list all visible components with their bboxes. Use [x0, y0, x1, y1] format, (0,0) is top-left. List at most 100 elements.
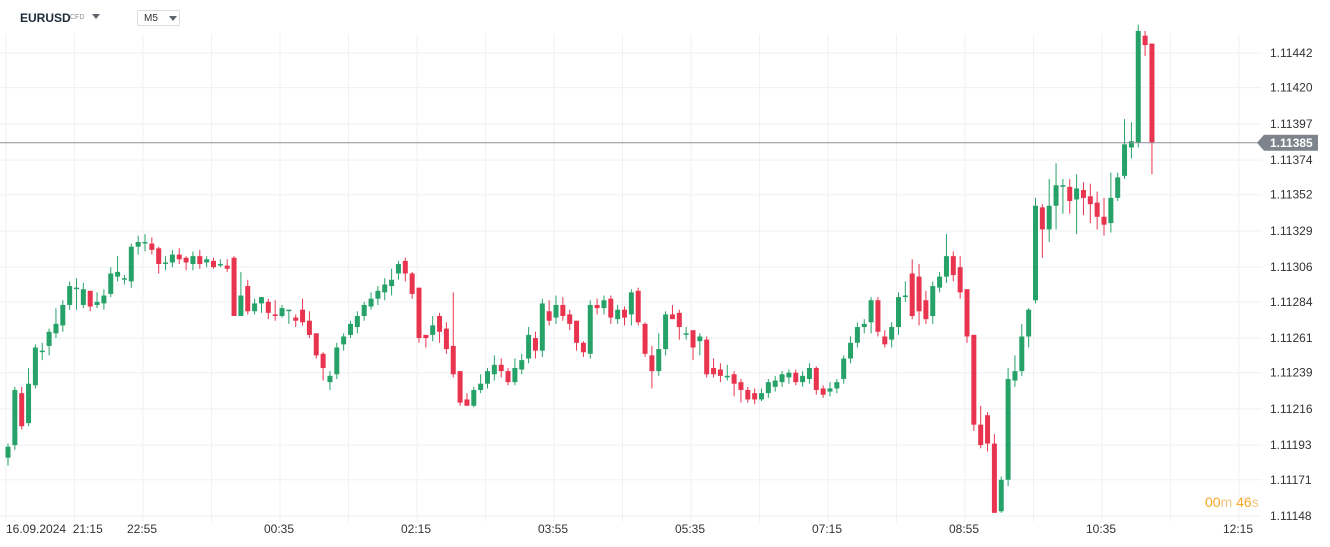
candle: [649, 345, 655, 389]
candle: [238, 271, 244, 316]
candle-body: [580, 342, 586, 353]
candle: [971, 334, 977, 431]
x-tick-label: 05:35: [675, 522, 705, 536]
chart-toolbar: EURUSD CFD M5: [0, 0, 1330, 34]
symbol-selector[interactable]: EURUSD: [20, 11, 71, 25]
candle: [779, 371, 785, 387]
candle: [142, 234, 148, 252]
candle-body: [306, 320, 312, 335]
candle-body: [567, 314, 573, 324]
candle-body: [156, 248, 162, 265]
candle-body: [293, 317, 299, 321]
candle-body: [848, 342, 854, 359]
candle-body: [635, 290, 641, 323]
candle-body: [245, 286, 251, 312]
candle: [635, 287, 641, 326]
candle-body: [1053, 185, 1059, 206]
candle: [252, 298, 258, 315]
candle-body: [46, 331, 52, 346]
candle-body: [560, 304, 566, 316]
candle: [765, 378, 771, 398]
x-tick-label: 08:55: [949, 522, 979, 536]
candle-body: [26, 383, 32, 424]
candle-body: [320, 353, 326, 368]
candle: [19, 386, 25, 430]
candle: [896, 292, 901, 335]
candle: [1033, 197, 1038, 304]
candle-body: [669, 314, 675, 320]
candle-body: [902, 295, 908, 298]
y-tick-label: 1.11171: [1270, 473, 1312, 487]
candle-body: [759, 393, 764, 400]
candle-body: [683, 333, 689, 335]
candle: [135, 235, 141, 255]
candle-body: [793, 372, 799, 383]
candle-body: [87, 290, 93, 307]
candle: [101, 289, 107, 310]
candle: [937, 271, 943, 293]
candle: [402, 257, 408, 282]
candle-body: [889, 327, 895, 340]
candle: [231, 256, 237, 316]
candle: [861, 319, 867, 334]
candle: [930, 281, 936, 324]
candle-body: [971, 334, 977, 425]
candle: [669, 304, 675, 320]
candle: [854, 322, 860, 348]
candle-body: [108, 273, 114, 294]
candle-body: [820, 388, 826, 395]
candle-body: [142, 241, 148, 244]
candle-body: [622, 309, 627, 318]
candle: [759, 388, 764, 402]
candle-body: [519, 360, 525, 370]
candle-body: [1046, 205, 1052, 230]
y-tick-label: 1.11239: [1270, 366, 1313, 380]
candle: [724, 364, 730, 381]
candle: [800, 371, 806, 387]
candle-body: [923, 300, 929, 320]
candle: [306, 311, 312, 339]
candle-body: [402, 260, 408, 274]
candle: [628, 289, 634, 326]
y-tick-label: 1.11148: [1270, 509, 1312, 523]
candle: [1108, 172, 1114, 233]
candle-body: [806, 367, 812, 379]
y-tick-label: 1.11374: [1270, 153, 1313, 167]
candle-body: [532, 338, 538, 351]
candle: [26, 367, 32, 427]
candle: [560, 297, 566, 321]
candle-body: [704, 339, 710, 375]
symbol-dropdown-caret-icon[interactable]: [92, 14, 100, 19]
candle: [272, 300, 278, 321]
candle: [67, 281, 73, 310]
candle: [806, 363, 812, 384]
candle-body: [1060, 185, 1066, 187]
candle-body: [368, 298, 374, 307]
y-tick-label: 1.11261: [1270, 331, 1313, 345]
candle: [841, 355, 847, 384]
candle-body: [19, 393, 25, 427]
candle: [245, 279, 251, 315]
x-tick-label: 16.09.2024 21:15: [6, 522, 103, 536]
candle: [361, 301, 367, 321]
candle: [409, 271, 415, 299]
candle: [498, 358, 504, 378]
candle-body: [896, 297, 901, 328]
candle: [375, 286, 381, 305]
candle-body: [169, 254, 175, 263]
candle: [580, 341, 586, 357]
candle: [1026, 308, 1032, 348]
timeframe-selector[interactable]: M5: [137, 10, 180, 26]
candle: [416, 287, 422, 343]
candle-body: [149, 243, 155, 250]
candle-body: [375, 290, 381, 299]
candle: [1012, 355, 1018, 387]
candle: [978, 405, 984, 449]
candle-body: [957, 267, 963, 293]
candle-body: [252, 303, 258, 312]
candle: [87, 290, 93, 312]
candle-body: [67, 286, 73, 305]
chart-grid: [0, 34, 1262, 522]
candle-body: [1094, 202, 1100, 217]
